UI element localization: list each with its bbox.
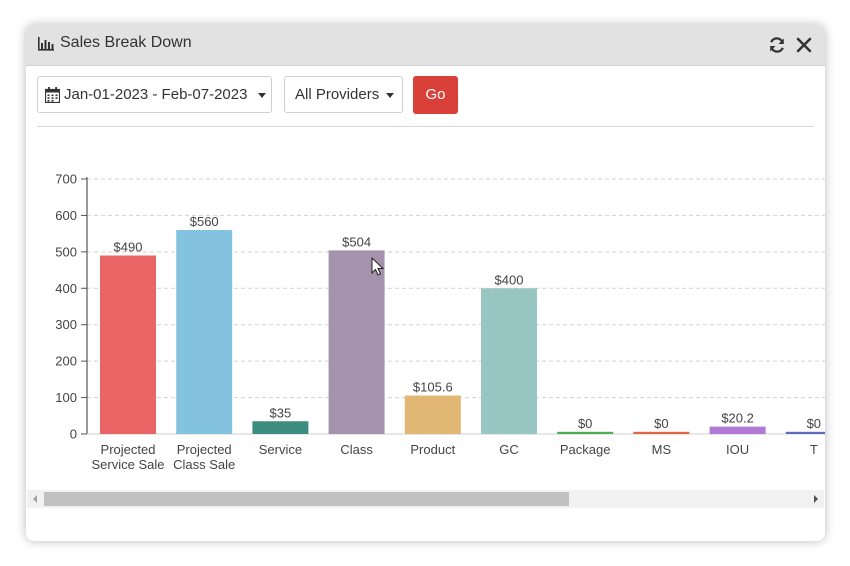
chevron-down-icon [386,93,394,98]
y-tick-label: 200 [55,354,77,369]
bar-value-label: $0 [654,416,668,431]
filter-toolbar: Jan-01-2023 - Feb-07-2023 All Providers … [26,65,825,125]
x-category-label: Product [410,442,455,457]
y-tick-label: 400 [55,281,77,296]
bar [633,431,690,434]
bar-value-label: $20.2 [721,411,754,426]
bar-chart-icon [38,37,54,56]
x-category-label: IOU [726,442,749,457]
sales-breakdown-panel: Sales Break Down [26,25,825,541]
go-button[interactable]: Go [413,76,458,114]
x-category-label: Service Sale [92,457,165,472]
x-category-label: MS [652,442,672,457]
x-category-label: GC [499,442,519,457]
y-tick-label: 500 [55,244,77,259]
bar-value-label: $35 [270,405,292,420]
panel-title: Sales Break Down [60,34,192,51]
refresh-icon[interactable] [768,36,786,59]
y-tick-label: 700 [55,172,77,187]
bar [785,431,825,434]
calendar-icon [44,87,61,107]
bar-value-label: $490 [114,240,143,255]
bar [252,421,309,434]
y-tick-label: 300 [55,317,77,332]
date-range-label: Jan-01-2023 - Feb-07-2023 [64,86,248,103]
provider-label: All Providers [295,86,380,103]
x-category-label: Class [340,442,373,457]
x-category-label: Class Sale [173,457,235,472]
x-category-label: Projected [177,442,232,457]
y-tick-label: 100 [55,390,77,405]
bar [481,288,537,434]
date-range-dropdown[interactable]: Jan-01-2023 - Feb-07-2023 [37,76,272,113]
bar [404,395,461,434]
bar [328,250,385,434]
bar [100,255,156,434]
scroll-left-arrow-icon[interactable] [33,495,37,503]
sales-bar-chart: 0100200300400500600700$490ProjectedServi… [55,172,825,472]
x-category-label: Service [259,442,302,457]
bar [557,431,614,434]
bar-value-label: $400 [495,272,524,287]
toolbar-divider [37,126,814,127]
chevron-down-icon [258,93,266,98]
x-category-label: Package [560,442,611,457]
scroll-right-arrow-icon[interactable] [814,495,818,503]
bar-value-label: $0 [578,416,592,431]
y-tick-label: 0 [70,427,77,442]
horizontal-scrollbar[interactable] [27,490,824,508]
close-icon[interactable] [796,37,812,58]
provider-dropdown[interactable]: All Providers [284,76,403,113]
bar-value-label: $0 [807,416,821,431]
bar-value-label: $105.6 [413,380,453,395]
x-category-label: Projected [101,442,156,457]
panel-header: Sales Break Down [26,25,825,66]
y-tick-label: 600 [55,208,77,223]
scrollbar-thumb[interactable] [44,492,569,506]
x-category-label: T [810,442,818,457]
bar-value-label: $560 [190,214,219,229]
bar [176,230,233,434]
bar-value-label: $504 [342,234,371,249]
mouse-cursor-icon [371,256,385,276]
bar [709,426,766,434]
